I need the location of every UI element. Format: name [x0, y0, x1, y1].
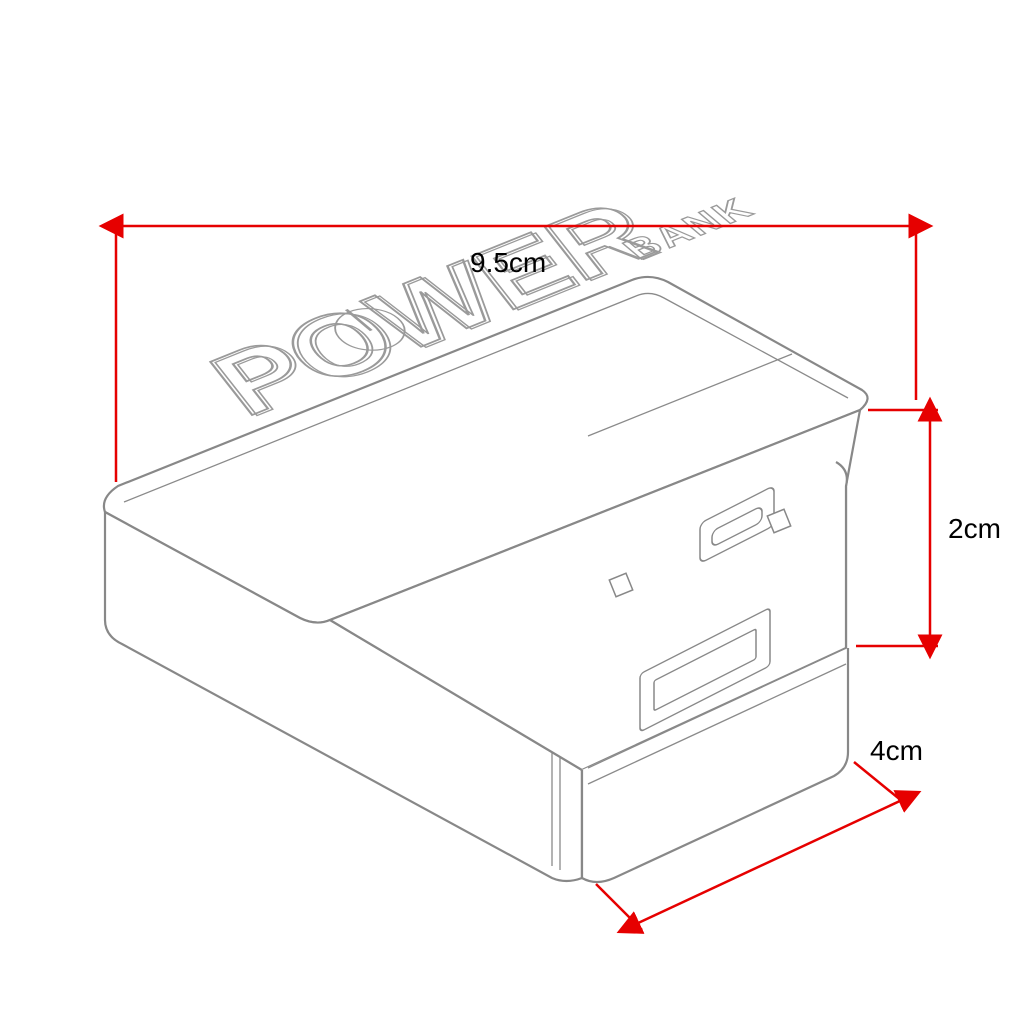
- width-label: 4cm: [870, 735, 923, 766]
- length-label: 9.5cm: [470, 247, 546, 278]
- dimension-diagram: POWER POWER BANK 9.5cm 2cm 4cm: [0, 0, 1010, 1010]
- height-label: 2cm: [948, 513, 1001, 544]
- dimension-height: 2cm: [856, 410, 1001, 646]
